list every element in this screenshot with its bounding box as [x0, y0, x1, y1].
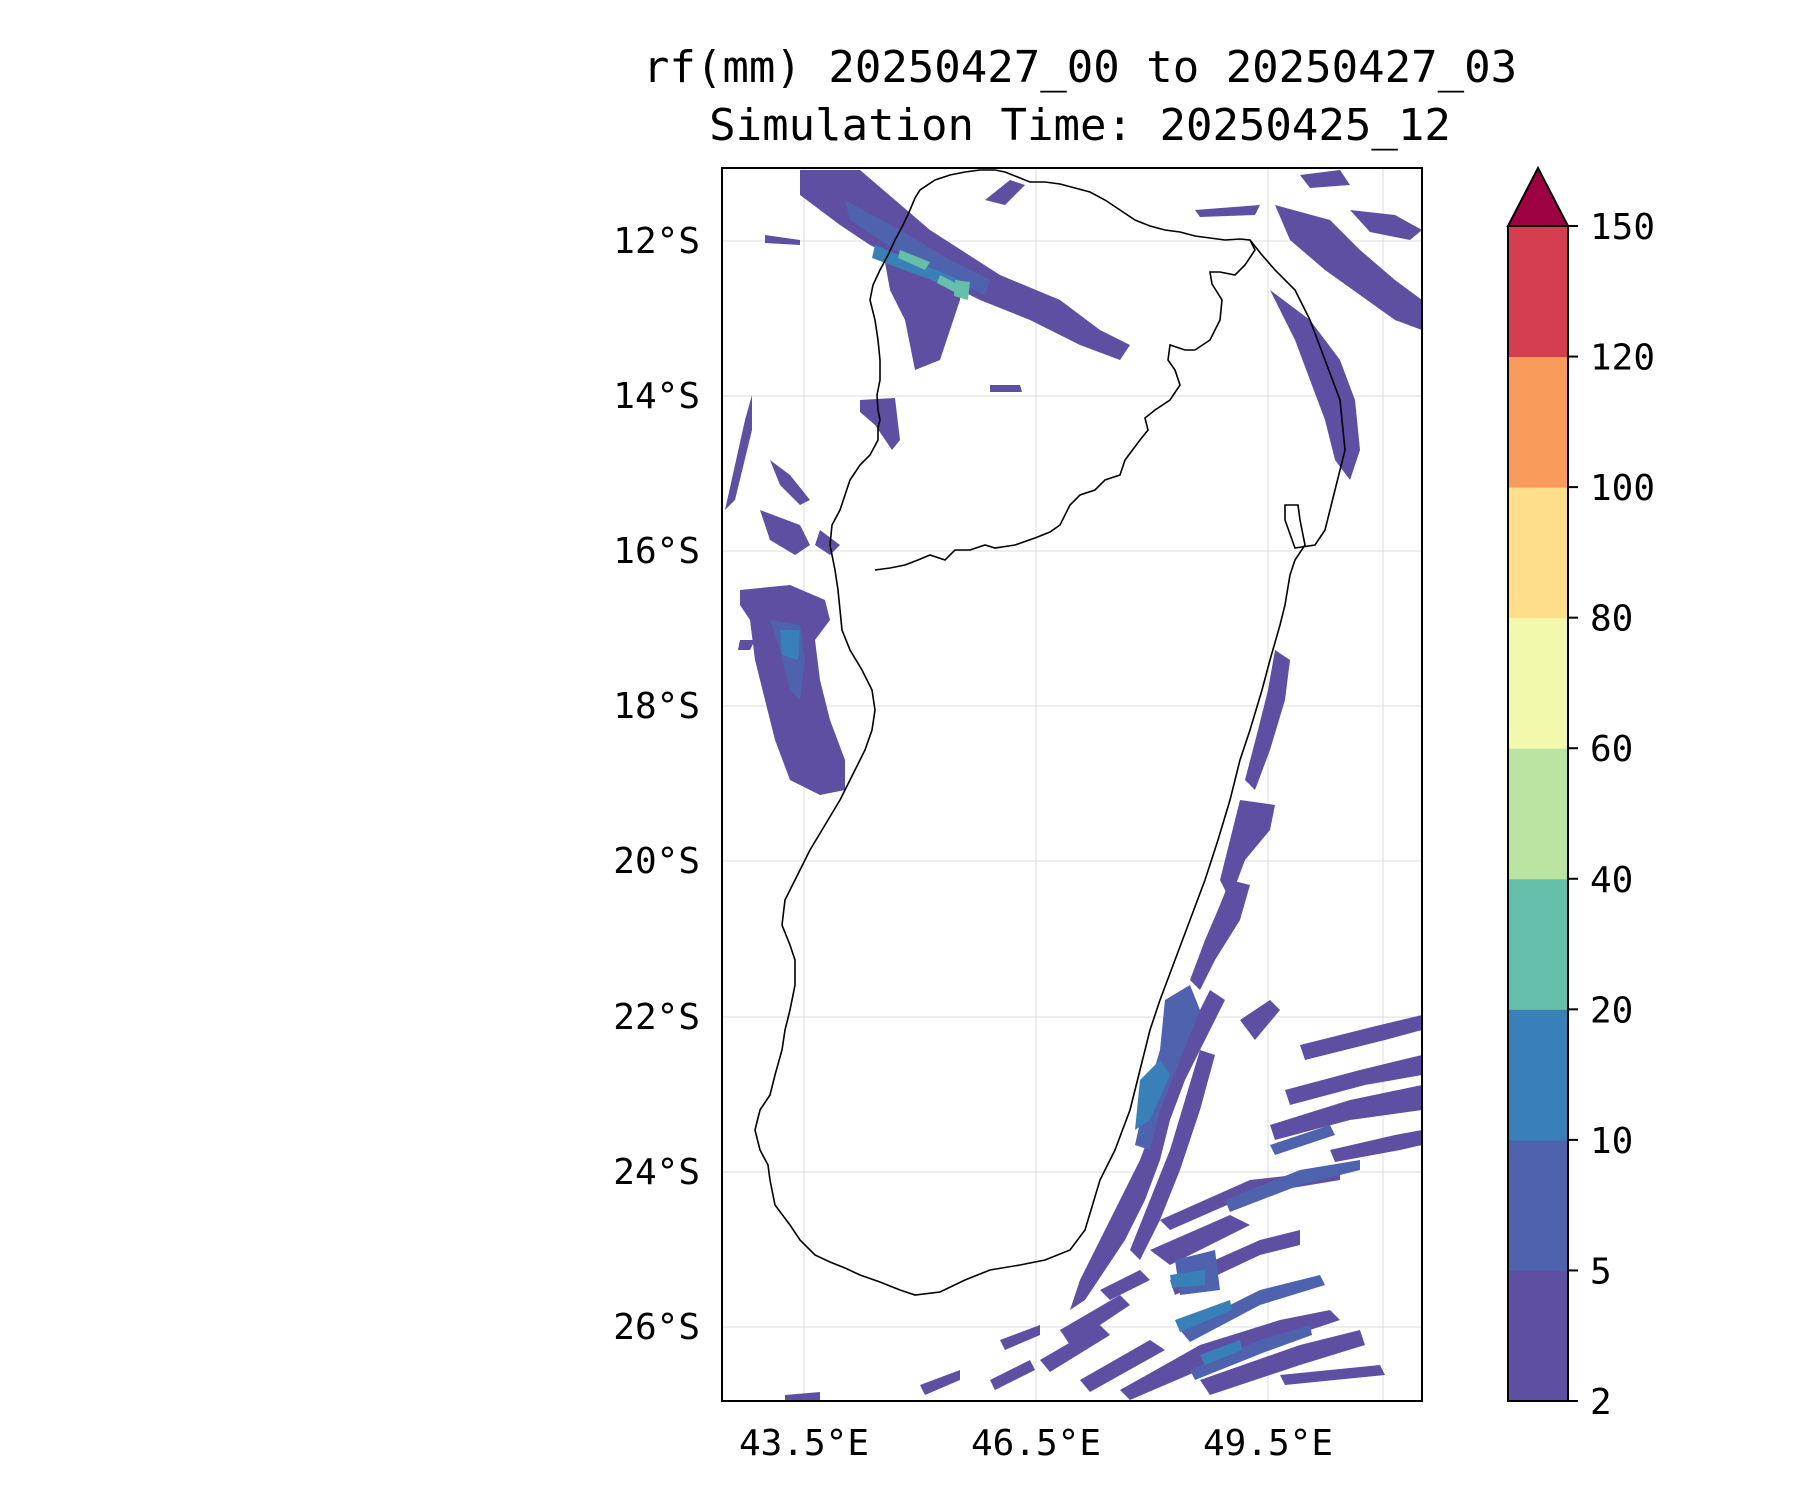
- colorbar-level-label: 40: [1590, 860, 1633, 901]
- colorbar-segment: [1508, 617, 1568, 749]
- rainfall-field-20-40mm: [898, 250, 970, 300]
- lat-tick-label: 26°S: [613, 1307, 700, 1348]
- colorbar-segment: [1508, 356, 1568, 488]
- longitude-ticks: 43.5°E 46.5°E 49.5°E: [739, 1423, 1333, 1464]
- lon-tick-label: 49.5°E: [1203, 1423, 1333, 1464]
- colorbar-segment: [1508, 1139, 1568, 1271]
- madagascar-coastline: [754, 169, 1346, 1296]
- colorbar-segment: [1508, 1270, 1568, 1402]
- lon-tick-label: 43.5°E: [739, 1423, 869, 1464]
- colorbar-level-label: 60: [1590, 729, 1633, 770]
- title-line-2: Simulation Time: 20250425_12: [709, 100, 1451, 151]
- colorbar-level-label: 120: [1590, 338, 1655, 379]
- lon-tick-label: 46.5°E: [971, 1423, 1101, 1464]
- colorbar-segment: [1508, 487, 1568, 619]
- colorbar-outline: [1507, 225, 1569, 1402]
- colorbar-segment: [1508, 1009, 1568, 1141]
- rainfall-field-5-10mm: [770, 200, 1360, 1380]
- lat-tick-label: 16°S: [613, 531, 700, 572]
- title-line-1: rf(mm) 20250427_00 to 20250427_03: [643, 42, 1517, 93]
- rainfall-field-2-5mm: [725, 170, 1422, 1401]
- map-panel: [722, 168, 1422, 1401]
- colorbar-level-label: 2: [1590, 1382, 1612, 1423]
- rainfall-field-10-20mm: [780, 245, 1242, 1365]
- lat-tick-label: 14°S: [613, 376, 700, 417]
- coastline-detail: [874, 239, 1256, 571]
- colorbar-segment: [1508, 226, 1568, 358]
- map-frame: [721, 167, 1423, 1402]
- lat-tick-label: 12°S: [613, 221, 700, 262]
- lat-tick-label: 24°S: [613, 1152, 700, 1193]
- lat-tick-label: 18°S: [613, 686, 700, 727]
- colorbar-level-label: 100: [1590, 468, 1655, 509]
- colorbar-segment: [1508, 878, 1568, 1010]
- lat-tick-label: 22°S: [613, 997, 700, 1038]
- colorbar-level-label: 150: [1590, 207, 1655, 248]
- colorbar-level-label: 5: [1590, 1251, 1612, 1292]
- colorbar-segment: [1508, 748, 1568, 880]
- colorbar-level-label: 10: [1590, 1121, 1633, 1162]
- colorbar-level-label: 20: [1590, 990, 1633, 1031]
- colorbar-extend-arrow: [1506, 165, 1570, 227]
- colorbar: 2 5 10 20 40 60 80 100 120 150: [1506, 165, 1655, 1423]
- lat-tick-label: 20°S: [613, 841, 700, 882]
- latitude-ticks: 12°S 14°S 16°S 18°S 20°S 22°S 24°S 26°S: [613, 221, 700, 1348]
- colorbar-level-label: 80: [1590, 599, 1633, 640]
